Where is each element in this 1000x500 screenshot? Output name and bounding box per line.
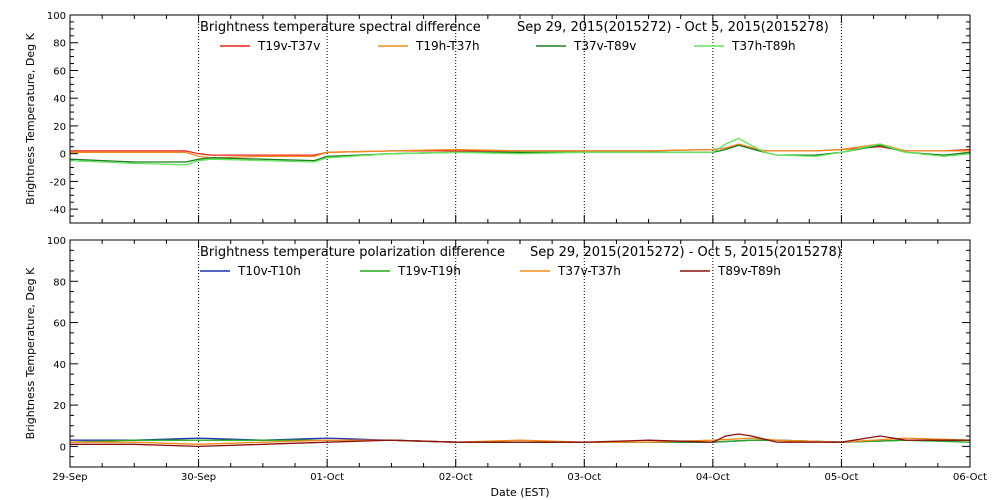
legend-label: T89v-T89h (717, 264, 781, 278)
spectral-difference-panel: -40 -20 0 20 40 60 80 100 Brightness temperature… (24, 11, 971, 224)
legend-label: T37v-T89v (573, 39, 636, 53)
y-axis-title: Brightness Temperature, Deg K (24, 32, 37, 204)
polarization-difference-panel: 0 20 40 60 80 100 Brightness temperature polar… (24, 236, 971, 468)
series-line-t19h-t37h (70, 143, 970, 159)
x-tick-label: 30-Sep (181, 472, 216, 483)
legend-label: T19v-T37v (257, 39, 320, 53)
y-tick-label: 0 (60, 150, 66, 161)
x-axis-title: Date (EST) (490, 486, 549, 499)
y-tick-label: 100 (47, 236, 66, 247)
chart-title: Brightness temperature polarization diff… (200, 245, 505, 260)
x-tick-label: 29-Sep (52, 472, 87, 483)
plot-frame (69, 239, 971, 468)
y-tick-label: 20 (53, 401, 66, 412)
legend-label: T19h-T37h (415, 39, 480, 53)
x-tick-label: 05-Oct (824, 472, 858, 483)
y-tick-label: 60 (53, 319, 66, 330)
y-axis-title: Brightness Temperature, Deg K (24, 267, 37, 439)
y-tick-label: 0 (60, 442, 66, 453)
chart-date-range: Sep 29, 2015(2015272) - Oct 5, 2015(2015… (530, 245, 842, 260)
plot-frame (69, 14, 971, 224)
y-tick-label: 40 (53, 94, 66, 105)
x-axis: 29-Sep 30-Sep 01-Oct 02-Oct 03-Oct 04-Oct 05-O… (52, 472, 987, 499)
x-tick-label: 04-Oct (696, 472, 730, 483)
chart-date-range: Sep 29, 2015(2015272) - Oct 5, 2015(2015… (517, 20, 829, 35)
y-tick-label: 20 (53, 122, 66, 133)
y-tick-label: 40 (53, 360, 66, 371)
series-line-t89v-t89h (70, 433, 970, 448)
y-tick-label: 80 (53, 39, 66, 50)
x-tick-label: 02-Oct (439, 472, 473, 483)
y-tick-label: 80 (53, 277, 66, 288)
x-tick-label: 06-Oct (953, 472, 987, 483)
series-line-t37v-t37h (70, 437, 971, 445)
x-tick-label: 01-Oct (310, 472, 344, 483)
series-line-t37h-t89h (69, 137, 971, 166)
x-tick-label: 03-Oct (567, 472, 601, 483)
y-tick-label: 100 (47, 11, 66, 22)
legend-label: T37v-T37h (557, 264, 621, 278)
y-tick-label: 60 (53, 66, 66, 77)
legend-label: T19v-T19h (397, 264, 461, 278)
legend-label: T37h-T89h (731, 39, 796, 53)
legend-label: T10v-T10h (237, 264, 301, 278)
y-tick-label: -20 (50, 177, 66, 188)
y-tick-label: -40 (50, 205, 66, 216)
chart-title: Brightness temperature spectral differen… (200, 20, 481, 35)
